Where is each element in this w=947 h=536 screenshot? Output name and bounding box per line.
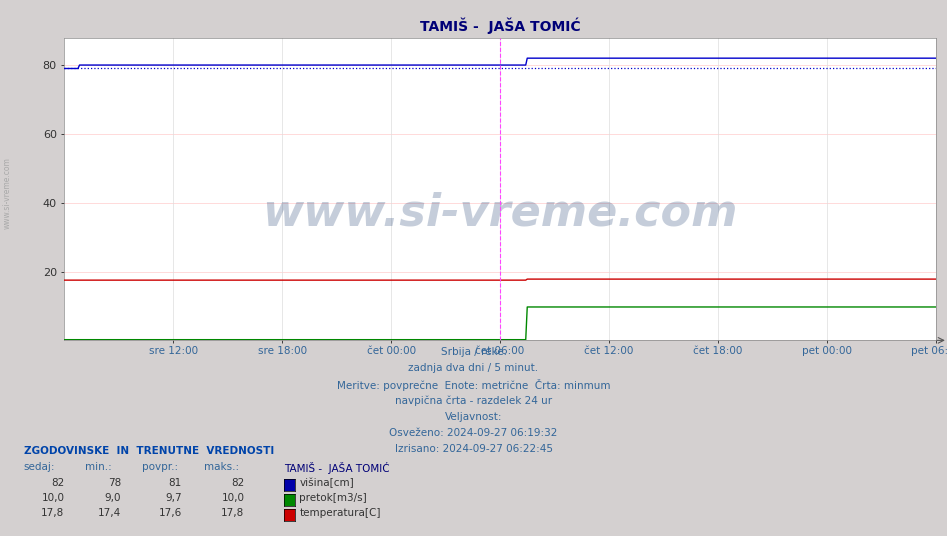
Text: povpr.:: povpr.:	[142, 462, 178, 472]
Text: TAMIŠ -  JAŠA TOMIĆ: TAMIŠ - JAŠA TOMIĆ	[284, 462, 390, 474]
Text: Meritve: povprečne  Enote: metrične  Črta: minmum: Meritve: povprečne Enote: metrične Črta:…	[337, 379, 610, 391]
Text: 10,0: 10,0	[222, 493, 244, 503]
Text: Veljavnost:: Veljavnost:	[445, 412, 502, 422]
Text: ZGODOVINSKE  IN  TRENUTNE  VREDNOSTI: ZGODOVINSKE IN TRENUTNE VREDNOSTI	[24, 446, 274, 456]
Text: 78: 78	[108, 478, 121, 488]
Text: 82: 82	[231, 478, 244, 488]
Title: TAMIŠ -  JAŠA TOMIĆ: TAMIŠ - JAŠA TOMIĆ	[420, 17, 581, 34]
Text: www.si-vreme.com: www.si-vreme.com	[3, 157, 12, 229]
Text: 9,7: 9,7	[165, 493, 182, 503]
Text: min.:: min.:	[85, 462, 112, 472]
Text: 17,8: 17,8	[41, 508, 64, 518]
Text: zadnja dva dni / 5 minut.: zadnja dva dni / 5 minut.	[408, 363, 539, 374]
Text: navpična črta - razdelek 24 ur: navpična črta - razdelek 24 ur	[395, 396, 552, 406]
Text: 17,4: 17,4	[98, 508, 121, 518]
Text: 10,0: 10,0	[42, 493, 64, 503]
Text: višina[cm]: višina[cm]	[299, 478, 354, 488]
Text: 17,8: 17,8	[221, 508, 244, 518]
Text: Osveženo: 2024-09-27 06:19:32: Osveženo: 2024-09-27 06:19:32	[389, 428, 558, 438]
Text: sedaj:: sedaj:	[24, 462, 55, 472]
Text: maks.:: maks.:	[204, 462, 239, 472]
Text: www.si-vreme.com: www.si-vreme.com	[262, 192, 738, 235]
Text: 9,0: 9,0	[105, 493, 121, 503]
Text: temperatura[C]: temperatura[C]	[299, 508, 381, 518]
Text: 82: 82	[51, 478, 64, 488]
Text: Izrisano: 2024-09-27 06:22:45: Izrisano: 2024-09-27 06:22:45	[395, 444, 552, 454]
Text: Srbija / reke.: Srbija / reke.	[440, 347, 507, 358]
Text: pretok[m3/s]: pretok[m3/s]	[299, 493, 367, 503]
Text: 17,6: 17,6	[158, 508, 182, 518]
Text: 81: 81	[169, 478, 182, 488]
